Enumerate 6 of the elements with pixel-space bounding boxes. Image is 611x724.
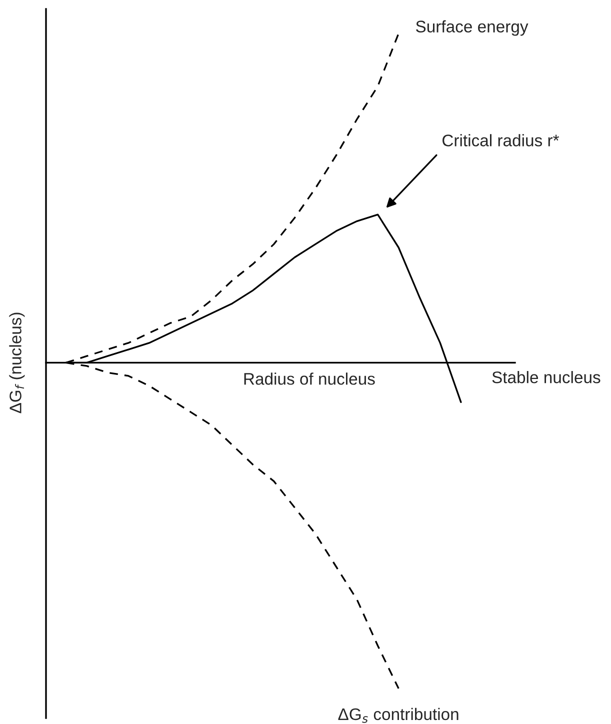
series-label: ΔG$_{s}$ contribution [338, 708, 458, 723]
series-label: Surface energy [416, 20, 528, 36]
y-axis-title: ΔG$_{f}$ (nucleus) [9, 312, 25, 414]
annotation: Critical radius r* [442, 134, 560, 146]
x-axis-title: Radius of nucleus [244, 372, 375, 385]
text: Stable nucleus [492, 371, 600, 384]
